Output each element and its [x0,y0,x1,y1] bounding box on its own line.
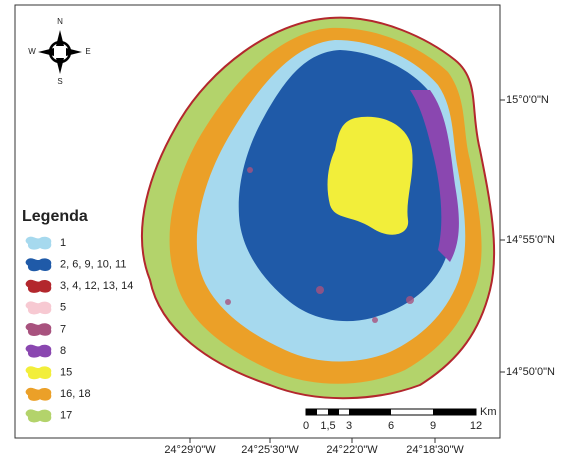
legend-title: Legenda [22,208,88,225]
legend-swatch [26,280,52,293]
scale-label: 3 [346,420,352,432]
lon-label: 24°18'30"W [406,444,464,456]
legend-swatch [26,366,52,379]
legend-swatch [26,409,52,422]
legend-label: 2, 6, 9, 10, 11 [60,259,126,271]
legend-label: 7 [60,323,66,335]
lon-label: 24°29'0"W [164,444,216,456]
scale-label: 0 [303,420,309,432]
scale-label: 1,5 [320,420,335,432]
legend-label: 3, 4, 12, 13, 14 [60,280,133,292]
compass-n: N [57,17,63,26]
scale-label: 12 [470,420,482,432]
legend-swatch [26,301,52,314]
legend-swatch [26,258,52,271]
legend-swatch [26,323,52,336]
lon-label: 24°22'0"W [326,444,378,456]
compass-w: W [28,47,36,56]
legend-label: 17 [60,410,72,422]
legend-label: 5 [60,302,66,314]
scale-unit: Km [480,406,497,418]
legend-label: 1 [60,237,66,249]
legend-label: 15 [60,367,72,379]
legend-label: 16, 18 [60,388,91,400]
lat-label: 15°0'0"N [506,94,549,106]
scale-label: 9 [430,420,436,432]
lat-label: 14°50'0"N [506,366,555,378]
scale-label: 6 [388,420,394,432]
map: N S E W Legenda 1 2, 6, 9, 10, 11 3, 4, 12… [0,0,571,456]
legend-swatch [26,388,52,401]
lon-label: 24°25'30"W [241,444,299,456]
legend-label: 8 [60,345,66,357]
legend-swatch [26,345,52,358]
compass-s: S [57,77,62,86]
legend-swatch [26,237,52,250]
compass-e: E [85,47,90,56]
lat-label: 14°55'0"N [506,234,555,246]
